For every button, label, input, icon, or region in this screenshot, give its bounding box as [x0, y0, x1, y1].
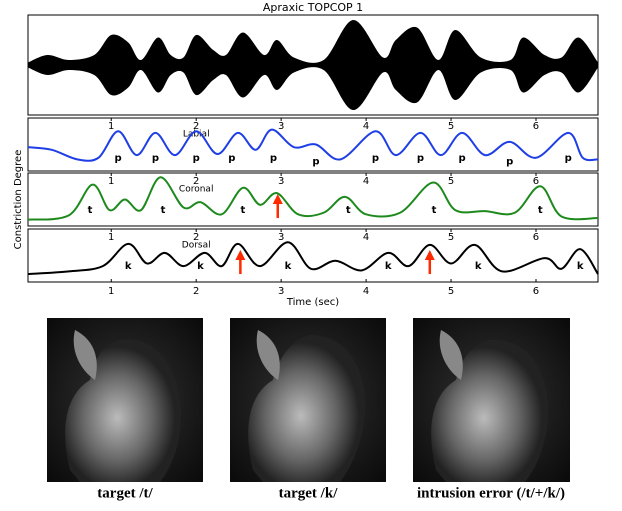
phoneme-label: t	[432, 205, 437, 216]
x-tick-label: 3	[278, 121, 284, 132]
x-tick-label: 6	[533, 286, 539, 297]
phoneme-label: p	[270, 153, 277, 164]
panel-label: Labial	[183, 130, 210, 140]
panel-label: Coronal	[179, 185, 214, 195]
phoneme-label: p	[114, 153, 121, 164]
phoneme-label: p	[372, 153, 379, 164]
waveform-envelope	[28, 65, 598, 111]
phoneme-label: t	[241, 205, 246, 216]
x-tick-label: 2	[193, 121, 199, 132]
image-caption: target /t/	[97, 485, 153, 501]
y-axis-label: Constriction Degree	[13, 150, 24, 250]
error-arrow-head	[235, 250, 246, 261]
phoneme-label: p	[417, 153, 424, 164]
trace	[27, 128, 599, 162]
x-tick-label: 2	[193, 232, 199, 243]
panel-label: Dorsal	[182, 241, 211, 251]
x-tick-label: 5	[448, 121, 454, 132]
error-arrow-head	[272, 194, 283, 205]
phoneme-label: k	[197, 261, 204, 272]
x-tick-label: 5	[448, 286, 454, 297]
x-tick-label: 4	[363, 176, 369, 187]
x-tick-label: 4	[363, 232, 369, 243]
trace	[27, 176, 599, 221]
phoneme-label: p	[458, 153, 465, 164]
x-tick-label: 1	[108, 121, 114, 132]
image-caption: intrusion error (/t/+/k/)	[417, 485, 565, 501]
x-tick-label: 4	[363, 121, 369, 132]
x-tick-label: 6	[533, 121, 539, 132]
plot-frame	[27, 117, 599, 172]
phoneme-label: p	[565, 153, 572, 164]
phoneme-label: p	[193, 153, 200, 164]
x-tick-label: 5	[448, 176, 454, 187]
x-tick-label: 6	[533, 176, 539, 187]
phoneme-label: k	[285, 261, 292, 272]
x-tick-label: 1	[108, 176, 114, 187]
x-tick-label: 2	[193, 176, 199, 187]
phoneme-label: k	[125, 261, 132, 272]
x-tick-label: 3	[278, 176, 284, 187]
chart-title: Apraxic TOPCOP 1	[263, 1, 363, 14]
phoneme-label: t	[538, 205, 543, 216]
trace	[27, 241, 599, 276]
x-tick-label: 5	[448, 232, 454, 243]
phoneme-label: p	[506, 156, 513, 167]
phoneme-label: p	[228, 153, 235, 164]
error-arrow-head	[424, 250, 435, 261]
x-tick-label: 1	[108, 232, 114, 243]
mri-image	[230, 318, 386, 482]
x-tick-label: 3	[278, 286, 284, 297]
x-tick-label: 4	[363, 286, 369, 297]
waveform-envelope	[28, 19, 598, 65]
plot-frame	[27, 228, 599, 283]
phoneme-label: t	[346, 205, 351, 216]
x-tick-label: 3	[278, 232, 284, 243]
x-tick-label: 1	[108, 286, 114, 297]
image-caption: target /k/	[279, 485, 339, 501]
x-tick-label: 6	[533, 232, 539, 243]
phoneme-label: k	[475, 261, 482, 272]
mri-image	[413, 318, 570, 482]
phoneme-label: k	[385, 261, 392, 272]
phoneme-label: k	[577, 261, 584, 272]
phoneme-label: p	[152, 153, 159, 164]
plot-frame	[27, 172, 599, 227]
mri-image	[47, 318, 203, 482]
phoneme-label: t	[88, 205, 93, 216]
phoneme-label: p	[312, 156, 319, 167]
x-tick-label: 2	[193, 286, 199, 297]
phoneme-label: t	[161, 205, 166, 216]
x-axis-label: Time (sec)	[286, 297, 339, 308]
